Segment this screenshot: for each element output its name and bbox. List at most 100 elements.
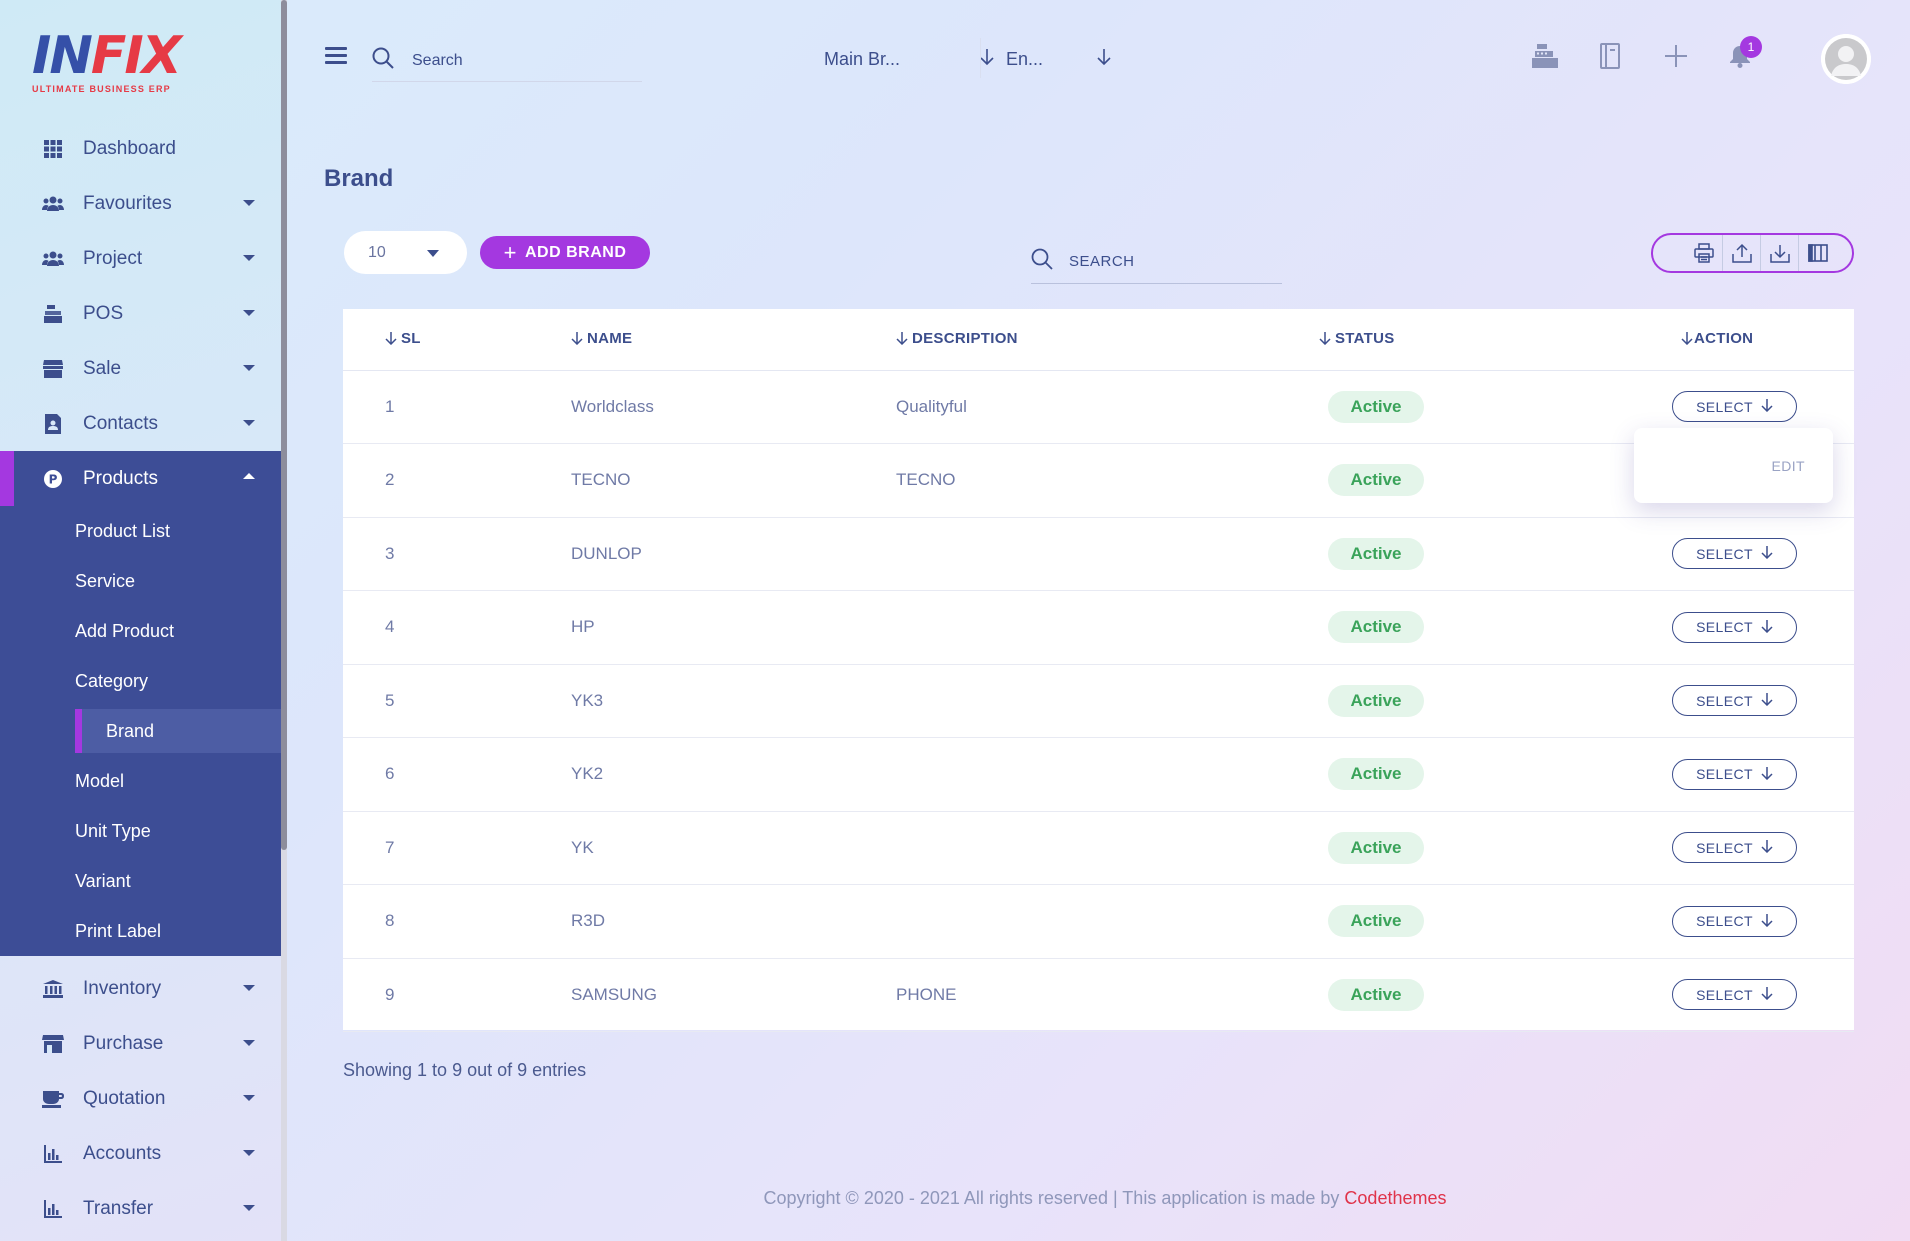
status-badge: Active xyxy=(1328,537,1424,570)
column-header-name[interactable]: NAME xyxy=(571,309,896,371)
select-action-button[interactable]: SELECT xyxy=(1672,832,1797,864)
columns-icon[interactable] xyxy=(1799,235,1837,271)
sidebar-item-accounts[interactable]: Accounts xyxy=(0,1126,281,1181)
hamburger-menu-icon[interactable] xyxy=(325,47,347,65)
download-icon[interactable] xyxy=(1761,235,1799,271)
select-action-button[interactable]: SELECT xyxy=(1672,538,1797,570)
arrow-down-icon xyxy=(1761,913,1773,930)
sidebar-item-label: Accounts xyxy=(83,1142,162,1164)
submenu-item-add-product[interactable]: Add Product xyxy=(75,620,175,641)
search-input[interactable] xyxy=(412,51,612,70)
sidebar-item-products[interactable]: P Products xyxy=(0,451,281,506)
arrow-down-icon xyxy=(1761,398,1773,415)
search-icon[interactable] xyxy=(1031,248,1053,275)
page-size-select[interactable]: 10 xyxy=(344,231,467,274)
notification-badge: 1 xyxy=(1740,36,1762,58)
app-logo[interactable]: INFIX ULTIMATE BUSINESS ERP xyxy=(32,30,182,94)
chevron-down-icon xyxy=(243,200,255,206)
divider xyxy=(980,38,981,78)
cell-status: Active xyxy=(1319,517,1659,591)
sidebar-item-label: Contacts xyxy=(83,412,158,434)
sidebar-item-label: Purchase xyxy=(83,1032,164,1054)
arrow-down-icon xyxy=(1761,839,1773,856)
submenu-item-product-list[interactable]: Product List xyxy=(75,520,171,541)
add-brand-button[interactable]: + ADD BRAND xyxy=(480,236,650,269)
search-icon[interactable] xyxy=(372,47,394,74)
sidebar-item-project[interactable]: Project xyxy=(0,231,281,286)
status-badge: Active xyxy=(1328,390,1424,423)
branch-select[interactable]: Main Br... xyxy=(824,44,999,74)
column-header-sl[interactable]: SL xyxy=(343,309,571,371)
sidebar-item-inventory[interactable]: Inventory xyxy=(0,961,281,1016)
column-header-description[interactable]: DESCRIPTION xyxy=(896,309,1319,371)
cell-status: Active xyxy=(1319,444,1659,518)
select-action-button[interactable]: SELECT xyxy=(1672,391,1797,423)
submenu-item-variant[interactable]: Variant xyxy=(75,870,131,891)
edit-menu-item[interactable]: EDIT xyxy=(1771,457,1805,474)
scrollbar-thumb[interactable] xyxy=(281,0,287,850)
cell-sl: 4 xyxy=(385,617,395,637)
submenu-item-model[interactable]: Model xyxy=(75,770,125,791)
submenu-item-print-label[interactable]: Print Label xyxy=(75,920,162,941)
submenu-item-category[interactable]: Category xyxy=(75,670,149,691)
table-row: 2 TECNO TECNO Active xyxy=(343,444,1854,518)
branch-select-value: Main Br... xyxy=(824,48,901,69)
select-action-button[interactable]: SELECT xyxy=(1672,905,1797,937)
sidebar-item-contacts[interactable]: Contacts xyxy=(0,396,281,451)
action-dropdown-menu: EDIT xyxy=(1634,428,1833,503)
column-header-action[interactable]: ACTION xyxy=(1659,309,1854,371)
select-label: SELECT xyxy=(1696,398,1753,415)
bell-icon[interactable]: 1 xyxy=(1724,36,1762,74)
table-row: 8 R3D Active SELECT xyxy=(343,885,1854,958)
page-size-value: 10 xyxy=(368,243,386,261)
cell-name: TECNO xyxy=(571,470,631,490)
table-search-input[interactable] xyxy=(1069,253,1269,270)
cash-register-icon[interactable] xyxy=(1529,38,1561,74)
cell-action: SELECT xyxy=(1659,811,1854,885)
sort-arrow-icon xyxy=(1319,331,1331,349)
sidebar-item-dashboard[interactable]: Dashboard xyxy=(0,121,281,176)
cell-action: SELECT xyxy=(1659,958,1854,1032)
chevron-down-icon xyxy=(243,310,255,316)
cell-sl: 5 xyxy=(385,690,395,710)
sidebar-item-label: Transfer xyxy=(83,1197,154,1219)
sidebar-scrollbar[interactable] xyxy=(281,0,287,1241)
svg-text:P: P xyxy=(49,472,58,486)
plus-icon: + xyxy=(503,239,517,265)
submenu-item-brand[interactable]: Brand xyxy=(75,709,281,753)
product-p-icon: P xyxy=(42,468,64,490)
sidebar-item-transfer[interactable]: Transfer xyxy=(0,1181,281,1236)
select-action-button[interactable]: SELECT xyxy=(1672,685,1797,717)
avatar[interactable] xyxy=(1821,34,1871,84)
sidebar-item-pos[interactable]: POS xyxy=(0,286,281,341)
sidebar-item-favourites[interactable]: Favourites xyxy=(0,176,281,231)
codethemes-link[interactable]: Codethemes xyxy=(1344,1188,1447,1208)
cell-status: Active xyxy=(1319,591,1659,665)
contact-book-icon xyxy=(42,413,64,435)
notebook-icon[interactable] xyxy=(1594,38,1626,74)
cell-name: YK2 xyxy=(571,764,604,784)
language-select[interactable]: En... xyxy=(1006,44,1116,74)
cell-description xyxy=(896,591,1319,665)
sidebar-item-quotation[interactable]: Quotation xyxy=(0,1071,281,1126)
global-search xyxy=(372,40,642,82)
arrow-down-icon xyxy=(1761,545,1773,562)
plus-icon[interactable] xyxy=(1660,38,1692,74)
select-label: SELECT xyxy=(1696,619,1753,636)
sidebar-item-sale[interactable]: Sale xyxy=(0,341,281,396)
select-action-button[interactable]: SELECT xyxy=(1672,611,1797,643)
upload-icon[interactable] xyxy=(1723,235,1761,271)
chevron-up-icon xyxy=(243,473,255,479)
select-action-button[interactable]: SELECT xyxy=(1672,758,1797,790)
sidebar-item-purchase[interactable]: Purchase xyxy=(0,1016,281,1071)
arrow-down-icon xyxy=(1761,766,1773,783)
select-label: SELECT xyxy=(1696,766,1753,783)
print-icon[interactable] xyxy=(1685,235,1723,271)
submenu-item-service[interactable]: Service xyxy=(75,570,136,591)
cell-status: Active xyxy=(1319,664,1659,738)
select-label: SELECT xyxy=(1696,913,1753,930)
submenu-item-unit-type[interactable]: Unit Type xyxy=(75,820,151,841)
column-header-status[interactable]: STATUS xyxy=(1319,309,1659,371)
select-action-button[interactable]: SELECT xyxy=(1672,979,1797,1011)
table-row: 7 YK Active SELECT xyxy=(343,811,1854,885)
